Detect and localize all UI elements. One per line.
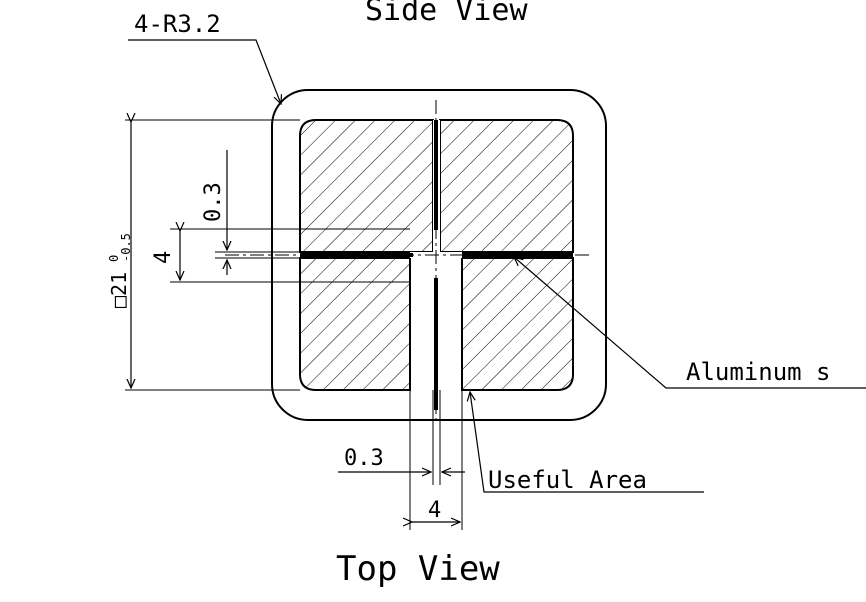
- outer-size-tolerance-upper: 0: [107, 255, 121, 262]
- quadrant-top-right: [439, 119, 574, 253]
- vertical-thickness-label: 0.3: [201, 182, 226, 222]
- corner-radius-leader: [128, 39, 281, 104]
- quadrant-bottom-right: [461, 257, 574, 391]
- horizontal-thickness-label: 0.3: [344, 446, 384, 471]
- center-lines: [225, 100, 592, 420]
- side-view-title: Side View: [365, 0, 528, 28]
- quadrant-top-left: [299, 119, 434, 253]
- useful-area-label: Useful Area: [488, 466, 647, 494]
- horizontal-gap-label: 4: [428, 498, 441, 523]
- outer-package-outline: [271, 89, 607, 421]
- aluminum-leader: [514, 257, 866, 389]
- outer-size-label-group: □21 0 -0.5: [107, 233, 133, 308]
- quadrant-bottom-left: [299, 257, 411, 391]
- corner-radius-label: 4-R3.2: [134, 10, 221, 38]
- outer-size-tolerance-lower: -0.5: [119, 233, 133, 262]
- useful-area-leader: [470, 392, 704, 493]
- extension-lines: [125, 119, 463, 530]
- top-view-title: Top View: [336, 549, 500, 589]
- useful-area-quadrants: [299, 119, 574, 391]
- aluminum-label: Aluminum s: [686, 358, 831, 386]
- vertical-gap-label: 4: [151, 251, 176, 264]
- outer-size-label: □21: [107, 272, 131, 308]
